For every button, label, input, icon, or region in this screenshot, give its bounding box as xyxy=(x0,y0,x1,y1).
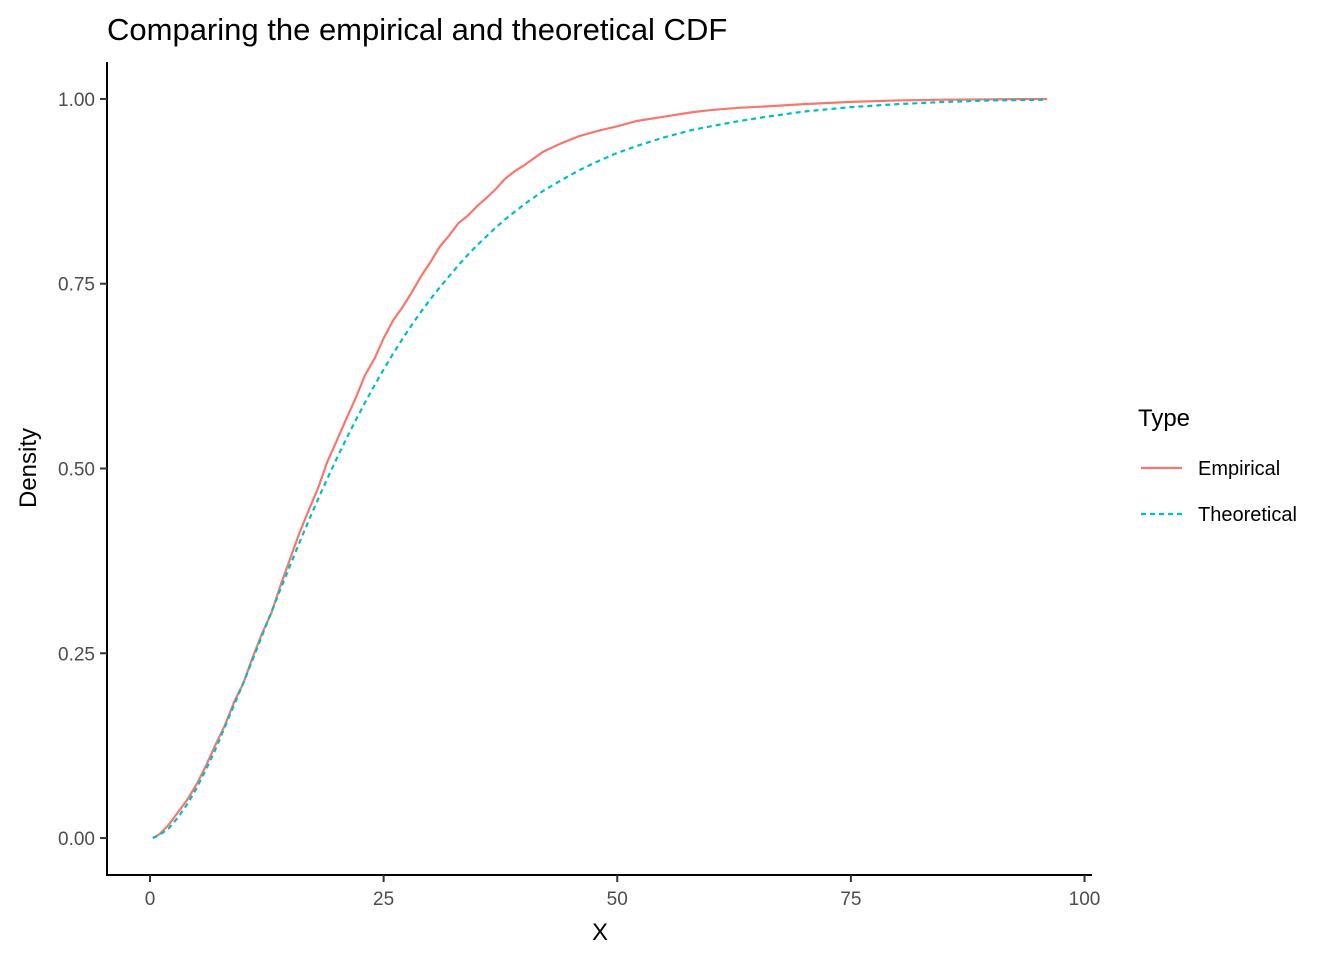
x-axis-ticks: 0 25 50 75 100 xyxy=(145,875,1101,910)
series-line-empirical xyxy=(152,97,1048,840)
x-axis-title: X xyxy=(592,919,608,946)
y-axis-ticks: 0.00 0.25 0.50 0.75 1.00 xyxy=(58,90,107,850)
legend-label-theoretical: Theoretical xyxy=(1198,504,1297,526)
plot-series xyxy=(152,97,1048,840)
y-tick-label: 0.50 xyxy=(58,460,95,481)
legend-title: Type xyxy=(1138,405,1190,432)
y-tick-label: 0.25 xyxy=(58,644,95,665)
x-tick-label: 75 xyxy=(840,889,861,910)
y-tick-label: 0.75 xyxy=(58,275,95,296)
legend-items: Empirical Theoretical xyxy=(1141,458,1297,526)
chart-title: Comparing the empirical and theoretical … xyxy=(107,12,727,47)
series-line-theoretical xyxy=(152,98,1048,840)
x-tick-label: 0 xyxy=(145,889,156,910)
y-axis-title: Density xyxy=(15,428,42,508)
x-tick-label: 100 xyxy=(1069,889,1101,910)
x-tick-label: 25 xyxy=(373,889,394,910)
y-tick-label: 1.00 xyxy=(58,90,95,111)
x-tick-label: 50 xyxy=(607,889,628,910)
legend-label-empirical: Empirical xyxy=(1198,458,1280,480)
legend: Type Empirical Theoretical xyxy=(1138,405,1297,526)
y-tick-label: 0.00 xyxy=(58,829,95,850)
